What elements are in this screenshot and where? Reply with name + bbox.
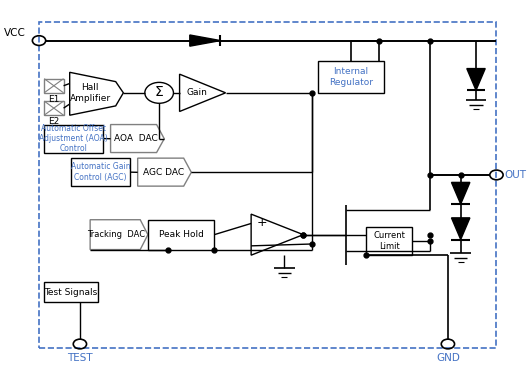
FancyBboxPatch shape	[44, 79, 64, 93]
Text: GND: GND	[436, 353, 460, 363]
Polygon shape	[451, 182, 470, 204]
FancyBboxPatch shape	[39, 22, 496, 349]
Text: OUT: OUT	[504, 170, 526, 180]
Text: AOA  DAC: AOA DAC	[114, 134, 158, 143]
Text: E1: E1	[48, 95, 59, 104]
Polygon shape	[138, 158, 191, 186]
Polygon shape	[90, 220, 148, 250]
Polygon shape	[70, 72, 123, 115]
Text: Hall
Amplifier: Hall Amplifier	[70, 83, 110, 103]
Polygon shape	[467, 68, 485, 90]
FancyBboxPatch shape	[148, 220, 215, 250]
Polygon shape	[251, 214, 303, 255]
Text: E2: E2	[48, 117, 59, 126]
FancyBboxPatch shape	[318, 61, 384, 93]
Text: TEST: TEST	[67, 353, 93, 363]
Polygon shape	[190, 35, 220, 46]
Text: Gain: Gain	[186, 88, 208, 97]
FancyBboxPatch shape	[44, 282, 98, 302]
Text: VCC: VCC	[4, 27, 26, 38]
Text: Current
Limit: Current Limit	[373, 232, 405, 251]
Polygon shape	[110, 124, 164, 153]
Text: +: +	[257, 216, 268, 229]
FancyBboxPatch shape	[44, 124, 103, 153]
Text: Automatic Gain
Control (AGC): Automatic Gain Control (AGC)	[71, 162, 131, 182]
FancyBboxPatch shape	[44, 101, 64, 115]
Text: Automatic Offset
Adjustment (AOA)
Control: Automatic Offset Adjustment (AOA) Contro…	[39, 124, 108, 153]
Polygon shape	[179, 74, 226, 112]
Text: Σ: Σ	[155, 85, 164, 99]
Text: Tracking  DAC: Tracking DAC	[87, 230, 145, 239]
Text: Peak Hold: Peak Hold	[159, 230, 203, 239]
Polygon shape	[451, 218, 470, 240]
Text: Internal
Regulator: Internal Regulator	[329, 67, 373, 86]
Text: -: -	[260, 240, 264, 252]
FancyBboxPatch shape	[71, 158, 130, 186]
FancyBboxPatch shape	[366, 227, 412, 255]
Text: AGC DAC: AGC DAC	[143, 168, 184, 177]
Text: Test Signals: Test Signals	[45, 288, 98, 297]
